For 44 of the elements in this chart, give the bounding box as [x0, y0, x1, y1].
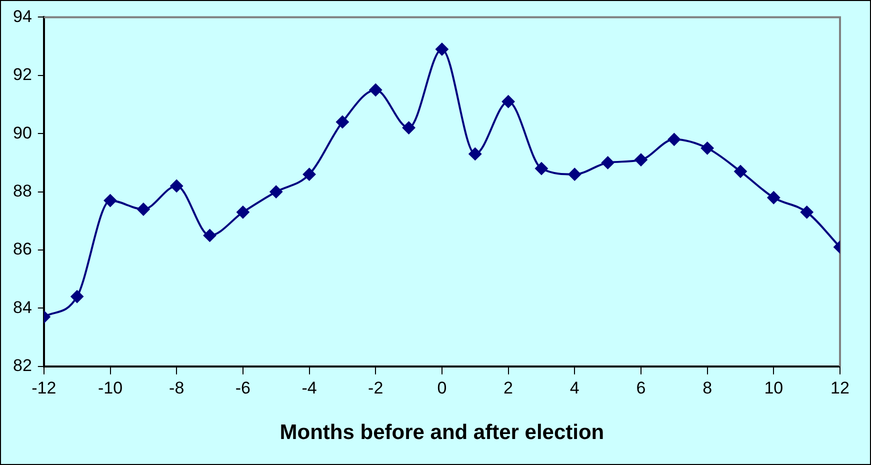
point [767, 191, 780, 204]
y-tick-label: 84 [12, 298, 32, 317]
y-tick-label: 88 [12, 181, 32, 200]
y-tick-label: 92 [12, 65, 32, 84]
x-axis-title: Months before and after election [280, 421, 604, 444]
point [136, 202, 150, 216]
point [668, 132, 681, 146]
point [734, 164, 747, 178]
x-tick-label: 0 [437, 378, 447, 398]
x-tick-label: 8 [702, 378, 712, 398]
y-tick-label: 86 [12, 240, 32, 259]
y-tick-label: 94 [12, 6, 32, 26]
x-tick-label: -8 [169, 378, 184, 398]
x-tick-label: 10 [764, 378, 784, 398]
x-tick-label: 6 [636, 378, 646, 398]
point [800, 206, 814, 219]
point [203, 228, 216, 242]
point [568, 168, 582, 181]
x-tick-label: -10 [98, 378, 123, 398]
point [270, 185, 283, 198]
x-tick-label: -4 [302, 378, 317, 398]
point [369, 83, 382, 96]
point [502, 95, 515, 108]
x-tick-label: 12 [830, 378, 850, 398]
point [302, 168, 316, 181]
point [336, 115, 349, 128]
point [634, 153, 648, 166]
point [435, 42, 448, 56]
x-tick-label: 2 [504, 378, 514, 398]
x-tick-label: 4 [570, 378, 580, 398]
point [468, 147, 482, 160]
x-tick-label: -2 [368, 378, 384, 398]
point [170, 179, 184, 192]
point [104, 194, 117, 208]
point [402, 121, 416, 134]
point [236, 206, 250, 219]
x-tick-label: -6 [235, 378, 250, 398]
y-tick-label: 82 [12, 356, 32, 376]
point [534, 162, 548, 176]
point [70, 290, 84, 304]
x-tick-label: -12 [32, 378, 56, 398]
point [601, 156, 614, 170]
point [700, 142, 714, 155]
y-tick-label: 90 [12, 123, 32, 142]
